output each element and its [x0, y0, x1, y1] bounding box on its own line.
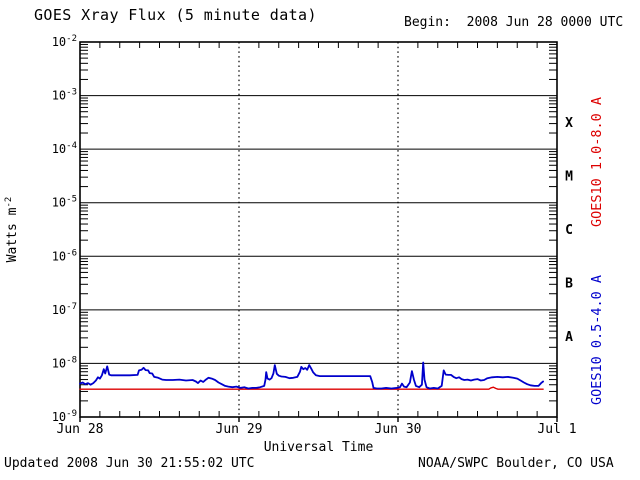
x-tick-label: Jun 28: [57, 422, 104, 437]
x-tick-label: Jun 29: [216, 422, 263, 437]
y-tick-label: 10-8: [52, 355, 77, 370]
flare-class-c: C: [565, 223, 573, 238]
y-tick-label: 10-2: [52, 34, 77, 49]
x-tick-label: Jun 30: [375, 422, 422, 437]
series-axis-label-long: GOES10 1.0-8.0 A: [589, 97, 605, 227]
updated-timestamp: Updated 2008 Jun 30 21:55:02 UTC: [4, 456, 255, 471]
y-minor-ticks: [80, 43, 557, 402]
y-tick-label: 10-7: [52, 302, 77, 317]
y-tick-label: 10-6: [52, 248, 77, 263]
series-path-goes10-short: [79, 361, 544, 390]
x-axis-title: Universal Time: [264, 440, 374, 455]
series-path-goes10-long: [79, 386, 544, 390]
day-gridlines: [238, 42, 399, 417]
decade-gridlines: [80, 95, 557, 364]
begin-time-label: Begin: 2008 Jun 28 0000 UTC: [404, 15, 624, 30]
x-minor-ticks: [79, 42, 558, 422]
y-tick-labels: 10-2 10-3 10-4 10-5 10-6 10-7 10-8 10-9: [52, 34, 77, 424]
flare-class-a: A: [565, 330, 573, 345]
y-tick-label: 10-5: [52, 195, 77, 210]
flare-class-x: X: [565, 116, 573, 131]
y-tick-label: 10-9: [52, 409, 77, 424]
source-credit: NOAA/SWPC Boulder, CO USA: [418, 456, 614, 471]
y-tick-label: 10-3: [52, 88, 77, 103]
x-tick-labels: Jun 28 Jun 29 Jun 30 Jul 1: [57, 422, 577, 437]
flare-class-letters: X M C B A: [565, 116, 573, 345]
x-tick-label: Jul 1: [537, 422, 576, 437]
series-axis-label-short: GOES10 0.5-4.0 A: [589, 275, 605, 405]
flare-class-b: B: [565, 277, 573, 292]
plot-frame: [79, 41, 558, 418]
flare-class-m: M: [565, 169, 573, 184]
page-title: GOES Xray Flux (5 minute data): [34, 6, 317, 24]
y-axis-title: Watts m-2: [4, 197, 20, 263]
y-tick-label: 10-4: [52, 141, 77, 156]
